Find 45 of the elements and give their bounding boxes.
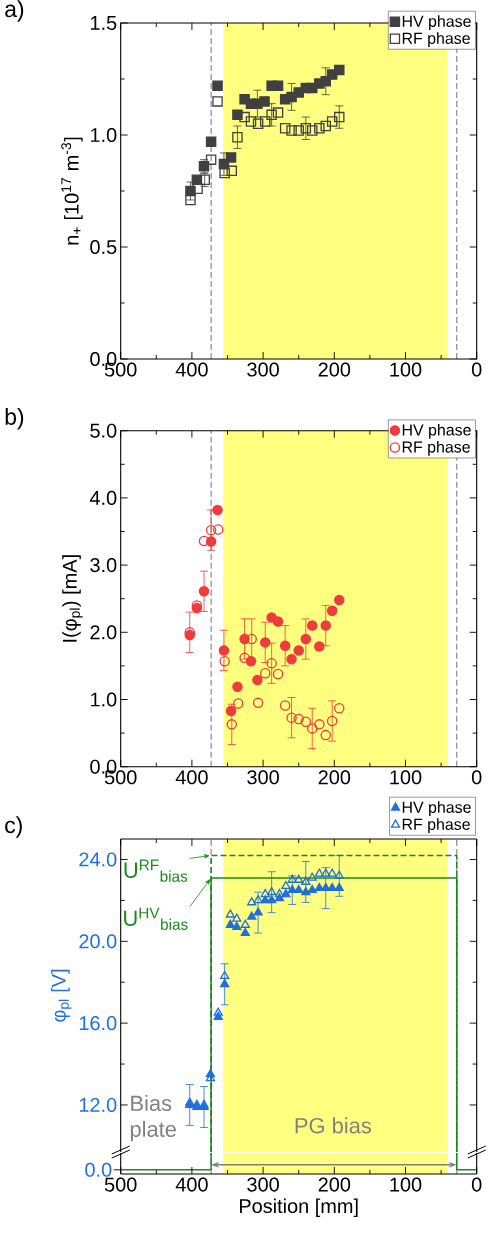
y-tick-label: 20.0 xyxy=(79,934,117,949)
x-tick-label: 300 xyxy=(247,362,279,377)
x-tick-label: 100 xyxy=(390,1177,422,1192)
legend-label: RF phase xyxy=(402,818,470,834)
x-tick-label: 200 xyxy=(318,770,351,785)
y-tick-label: 24.0 xyxy=(79,852,117,867)
y-axis-title: n$_{+}$ [10$^{17}$ m$^{-3}$] xyxy=(61,137,83,245)
annotation: Bias plate xyxy=(130,1094,176,1142)
y-tick-label: 0.5 xyxy=(90,239,117,255)
annotation: U$^{HV}$bias xyxy=(124,907,188,930)
y-tick-label: 5.0 xyxy=(90,423,117,438)
x-tick-label: 200 xyxy=(318,362,351,377)
x-tick-label: 100 xyxy=(390,770,422,785)
x-tick-label: 0 xyxy=(471,1177,482,1192)
y-axis-title: I(φ$_{pl}$) [mA] xyxy=(62,555,83,642)
y-tick-label: 4.0 xyxy=(89,490,117,505)
x-tick-label: 400 xyxy=(175,770,208,785)
chart-title: a) xyxy=(5,0,24,22)
annotation: PG bias xyxy=(295,1117,372,1134)
x-tick-label: 500 xyxy=(104,1177,137,1192)
y-tick-label: 1.0 xyxy=(90,692,117,707)
y-tick-label: 3.0 xyxy=(90,558,117,573)
x-tick-label: 0 xyxy=(471,362,482,377)
y-tick-label: 16.0 xyxy=(79,1016,117,1031)
x-tick-label: 200 xyxy=(318,1177,351,1192)
text: HV phase xyxy=(402,15,471,31)
legend-label: RF phase xyxy=(402,32,470,48)
x-tick-label: 400 xyxy=(175,1177,208,1192)
x-tick-label: 300 xyxy=(247,1177,279,1192)
y-tick-label: 1.0 xyxy=(90,127,117,143)
legend-label: RF phase xyxy=(402,440,470,456)
legend-label: HV phase xyxy=(402,801,471,817)
annotation: U$^{RF}$bias xyxy=(124,859,188,882)
x-tick-label: 0 xyxy=(471,770,482,785)
y-tick-label: 12.0 xyxy=(79,1097,117,1113)
y-tick-label: 1.5 xyxy=(90,16,117,30)
chart-title: c) xyxy=(5,816,22,838)
x-axis-title: Position [mm] xyxy=(239,1198,358,1218)
x-tick-label: 400 xyxy=(175,362,208,377)
chart-title: b) xyxy=(5,408,24,430)
text: HV phase xyxy=(402,423,471,439)
y-axis-title: φ$_{pl}$ [V] xyxy=(51,969,72,1022)
y-tick-label: 2.0 xyxy=(90,625,117,640)
x-tick-label: 100 xyxy=(390,362,422,377)
x-tick-label: 300 xyxy=(247,770,279,785)
